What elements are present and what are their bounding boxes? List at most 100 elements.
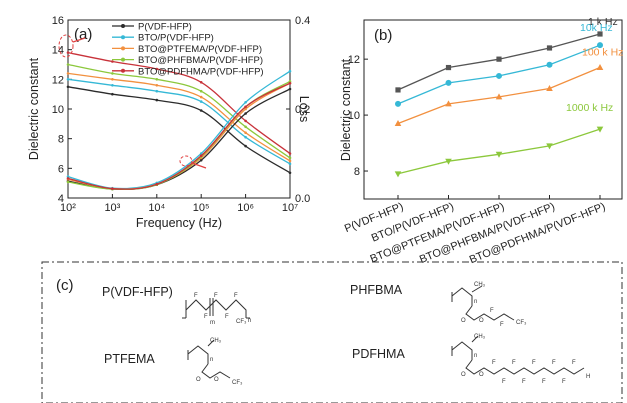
panel-b-point-series-10khz <box>597 42 603 49</box>
panel-b-series-label: 100 k Hz <box>582 47 623 59</box>
atom-o: O <box>461 318 466 324</box>
panel-b-point-series-1khz <box>546 45 553 51</box>
panel-a-legend: P(VDF-HFP)BTO/P(VDF-HFP)BTO@PTFEMA/P(VDF… <box>112 22 264 77</box>
panel-a-dielectric-point-bto-p-vdf-hfp <box>199 100 203 103</box>
subscript-m: m <box>210 320 215 326</box>
panel-a-dielectric-point-p-vdf-hfp <box>199 109 203 112</box>
loss-axis-arrow <box>191 162 207 169</box>
panel-b-point-series-100khz <box>394 119 402 126</box>
panel-a-loss-point-bto-pdfhma-p-vdf-hfp <box>288 81 292 85</box>
panel-a-loss-point-bto-pdfhma-p-vdf-hfp <box>111 187 114 190</box>
phfbma-name: PHFBMA <box>350 283 403 297</box>
panel-a-loss-line-bto-pdfhma-p-vdf-hfp <box>67 82 291 190</box>
panel-a-loss-point-bto-pdfhma-p-vdf-hfp <box>199 154 203 157</box>
panel-b-point-series-1khz <box>597 31 603 37</box>
panel-a-x-tick-label: 10⁵ <box>193 202 210 214</box>
panel-a-dielectric-point-bto-phfbma-p-vdf-hfp <box>244 125 247 129</box>
panel-a-dielectric-point-bto-pdfhma-p-vdf-hfp <box>244 119 247 123</box>
panel-b-point-series-1khz <box>496 56 502 62</box>
legend-label: BTO/P(VDF-HFP) <box>138 33 214 44</box>
panel-a-dielectric-point-bto-phfbma-p-vdf-hfp <box>199 89 203 93</box>
panel-b-line-series-1000khz <box>397 128 601 175</box>
panel-a-y2-tick-label: 0.4 <box>295 15 310 27</box>
atom-f: F <box>542 379 546 385</box>
panel-b-series-label: 1 k Hz <box>588 16 618 28</box>
subscript-n: n <box>210 357 213 363</box>
legend-label: BTO@PHFBMA/P(VDF-HFP) <box>138 55 263 66</box>
atom-o: O <box>479 372 484 378</box>
panel-b-y-tick-label: 10 <box>348 110 360 122</box>
panel-a-dielectric-point-bto-phfbma-p-vdf-hfp <box>155 78 159 81</box>
panel-a-dielectric-point-p-vdf-hfp <box>155 98 159 102</box>
panel-a-y-axis-label: Dielectric constant <box>27 57 41 160</box>
atom-f: F <box>225 314 229 320</box>
panel-a-x-tick-label: 10⁷ <box>282 202 298 214</box>
panel-a: (a) Dielectric constant Loss Frequency (… <box>27 15 311 230</box>
panel-a-y2-tick-label: 0.0 <box>295 193 310 205</box>
atom-f: F <box>572 360 576 366</box>
panel-b-point-series-1000khz <box>445 158 452 165</box>
panel-a-dielectric-point-bto-ptfema-p-vdf-hfp <box>66 72 70 75</box>
panel-b-ticks: 81012P(VDF-HFP)BTO/P(VDF-HFP)BTO@PTFEMA/… <box>343 54 607 266</box>
legend-marker <box>121 24 125 28</box>
panel-a-loss-point-bto-pdfhma-p-vdf-hfp <box>244 105 247 109</box>
panel-a-loss-point-p-vdf-hfp <box>288 87 292 91</box>
panel-a-dielectric-point-bto-pdfhma-p-vdf-hfp <box>199 81 203 84</box>
panel-b-series <box>394 31 604 178</box>
panel-b-point-series-10khz <box>445 79 452 86</box>
panel-a-loss-point-bto-phfbma-p-vdf-hfp <box>66 180 70 184</box>
panel-a-y-tick-label: 10 <box>52 104 64 116</box>
legend-label: BTO@PDFHMA/P(VDF-HFP) <box>138 66 264 77</box>
panel-a-dielectric-point-bto-ptfema-p-vdf-hfp <box>199 95 203 99</box>
panel-b-line-series-1khz <box>397 33 601 91</box>
atom-f: F <box>194 293 198 299</box>
panel-a-x-tick-label: 10⁶ <box>237 202 254 214</box>
panel-a-dielectric-point-bto-phfbma-p-vdf-hfp <box>288 156 292 160</box>
panel-a-dielectric-point-bto-pdfhma-p-vdf-hfp <box>66 51 70 54</box>
panel-b-series-label: 1000 k Hz <box>566 102 613 114</box>
panel-a-dielectric-point-bto-ptfema-p-vdf-hfp <box>288 159 292 163</box>
panel-a-ticks: 10² 10³ 10⁴ 10⁵ 10⁶ 10⁷ 4 6 8 10 12 14 16 0.0 0.2 0.4 <box>52 15 311 214</box>
panel-a-loss-point-bto-pdfhma-p-vdf-hfp <box>155 182 159 186</box>
atom-ch3: CH₃ <box>474 282 486 288</box>
panel-a-dielectric-point-bto-pdfhma-p-vdf-hfp <box>111 60 114 63</box>
pvdf-hfp-name: P(VDF-HFP) <box>102 285 173 299</box>
atom-f: F <box>490 308 494 314</box>
panel-a-loss-point-p-vdf-hfp <box>199 158 203 162</box>
panel-b-y-tick-label: 8 <box>354 166 360 178</box>
panel-b-plot-frame <box>363 19 623 200</box>
panel-a-dielectric-line-bto-p-vdf-hfp <box>67 78 291 165</box>
atom-f: F <box>204 314 208 320</box>
panel-b-point-series-1khz <box>395 87 401 93</box>
panel-a-label: (a) <box>74 26 92 43</box>
panel-a-dielectric-point-bto-pdfhma-p-vdf-hfp <box>155 67 159 71</box>
atom-o: O <box>214 377 219 383</box>
subscript-n: n <box>474 353 477 359</box>
panel-a-dielectric-point-bto-p-vdf-hfp <box>288 162 292 166</box>
panel-b-point-series-1000khz <box>596 126 604 133</box>
panel-b-point-series-10khz <box>546 61 553 68</box>
legend-label: BTO@PTFEMA/P(VDF-HFP) <box>138 44 262 55</box>
panel-a-dielectric-point-bto-p-vdf-hfp <box>244 135 247 139</box>
panel-b-series-label: 10k Hz <box>580 22 613 34</box>
atom-f: F <box>500 322 504 328</box>
panel-a-y-tick-label: 4 <box>58 193 64 205</box>
panel-a-loss-point-p-vdf-hfp <box>244 112 247 115</box>
panel-b-point-series-100khz <box>445 100 452 107</box>
atom-f: F <box>512 360 516 366</box>
atom-f: F <box>502 379 506 385</box>
legend-label: P(VDF-HFP) <box>138 22 192 33</box>
atom-f: F <box>552 360 556 366</box>
panel-a-dielectric-point-bto-ptfema-p-vdf-hfp <box>155 84 159 87</box>
panel-b-point-series-1000khz <box>495 151 503 158</box>
panel-a-y-tick-label: 14 <box>52 45 64 57</box>
ptfema-structure: CH₃ n O O CF₃ <box>187 338 243 386</box>
panel-b-point-series-100khz <box>546 85 553 92</box>
panel-b: (b) Dielectric constant 81012P(VDF-HFP)B… <box>339 16 623 266</box>
panel-a-loss-point-bto-pdfhma-p-vdf-hfp <box>66 177 70 180</box>
panel-a-dielectric-point-bto-p-vdf-hfp <box>66 78 70 81</box>
atom-ch3: CH₃ <box>474 334 486 340</box>
atom-cf3: CF₃ <box>232 380 243 386</box>
panel-b-point-series-1khz <box>445 64 452 71</box>
